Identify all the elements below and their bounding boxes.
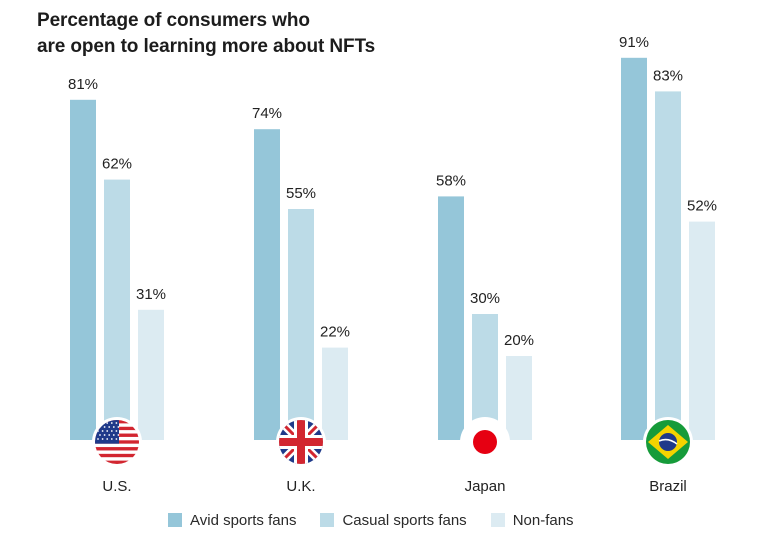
flags-group: [92, 417, 693, 467]
data-label-brazil-3: 52%: [687, 198, 717, 215]
data-label-japan-2: 30%: [470, 290, 500, 307]
data-label-brazil-2: 83%: [653, 67, 683, 84]
bar-japan-1: [438, 196, 464, 440]
data-label-uk-2: 55%: [286, 185, 316, 202]
data-label-us-3: 31%: [136, 286, 166, 303]
data-label-uk-3: 22%: [320, 324, 350, 341]
bar-uk-1: [254, 129, 280, 440]
data-label-us-2: 62%: [102, 156, 132, 173]
uk-flag-icon: [276, 417, 326, 467]
legend-item-nonfans: Non-fans: [490, 511, 574, 529]
bar-japan-3: [506, 356, 532, 440]
brazil-flag-icon: [643, 417, 693, 467]
bar-brazil-2: [655, 91, 681, 441]
category-labels-group: U.S. U.K. Japan Brazil: [102, 478, 686, 495]
bar-us-2: [104, 179, 130, 440]
category-label-japan: Japan: [465, 478, 506, 495]
chart-title-line-2: are open to learning more about NFTs: [37, 36, 376, 57]
category-label-uk: U.K.: [286, 478, 315, 495]
chart-title: Percentage of consumers who are open to …: [37, 8, 375, 60]
data-label-japan-1: 58%: [436, 172, 466, 189]
category-label-brazil: Brazil: [649, 478, 687, 495]
bar-uk-2: [288, 209, 314, 440]
data-label-brazil-1: 91%: [619, 34, 649, 51]
chart-title-line-1: Percentage of consumers who: [37, 10, 310, 31]
bars-group: 81% 62% 31% 74% 55% 22% 58% 30% 20% 91%83% 52%: [68, 34, 717, 441]
legend-swatch-nonfans: [490, 513, 505, 527]
data-label-uk-1: 74%: [252, 105, 282, 122]
bar-us-1: [70, 99, 96, 441]
bar-brazil-1: [621, 57, 647, 441]
legend-swatch-avid: [168, 513, 182, 527]
data-label-japan-3: 20%: [504, 332, 534, 349]
category-label-us: U.S.: [102, 478, 131, 495]
legend: Avid sports fans Casual sports fans Non-…: [168, 510, 598, 530]
bar-brazil-3: [689, 221, 715, 440]
bar-us-3: [138, 309, 164, 440]
legend-swatch-casual: [320, 513, 335, 527]
japan-flag-icon: [460, 417, 510, 467]
legend-label-casual: Casual sports fans: [342, 511, 467, 529]
legend-item-avid: Avid sports fans: [168, 512, 296, 529]
legend-label-avid: Avid sports fans: [190, 511, 297, 529]
legend-label-nonfans: Non-fans: [512, 511, 574, 529]
us-flag-icon: [92, 417, 142, 467]
data-label-us-1: 81%: [68, 76, 98, 93]
bar-uk-3: [322, 347, 348, 440]
legend-item-casual: Casual sports fans: [320, 511, 467, 529]
